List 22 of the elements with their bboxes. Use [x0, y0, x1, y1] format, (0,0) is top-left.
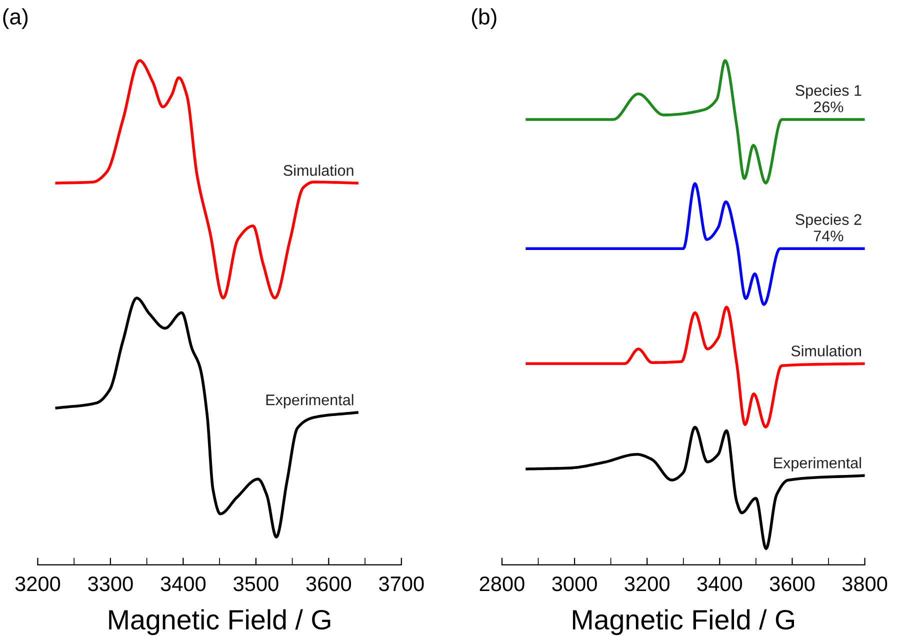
x-tick-label: 3400 — [697, 576, 742, 592]
x-tick-label: 3200 — [15, 576, 60, 592]
chart-title: (b) — [472, 8, 496, 29]
x-axis-title: Magnetic Field / G — [572, 609, 794, 636]
x-tick-label: 2800 — [480, 576, 524, 592]
series-label: Experimental — [774, 457, 861, 472]
x-tick-label: 3500 — [234, 576, 278, 592]
x-tick-label: 3300 — [88, 576, 133, 592]
x-tick-label: 3700 — [379, 576, 424, 592]
chart-title: (a) — [3, 8, 28, 29]
x-tick-label: 3600 — [306, 576, 352, 592]
series-label: Experimental — [266, 394, 354, 408]
x-tick-label: 3800 — [842, 576, 888, 592]
series-label: Species 2 74% — [796, 214, 862, 242]
x-tick-label: 3600 — [770, 576, 815, 592]
x-tick-label: 3200 — [624, 576, 670, 592]
series-label: Simulation — [284, 164, 354, 176]
series-label: Simulation — [791, 345, 862, 356]
x-axis-title: Magnetic Field / G — [109, 609, 330, 636]
x-tick-label: 3400 — [160, 576, 206, 592]
series-label: Species 1 26% — [796, 84, 862, 112]
x-tick-label: 3000 — [552, 576, 597, 592]
